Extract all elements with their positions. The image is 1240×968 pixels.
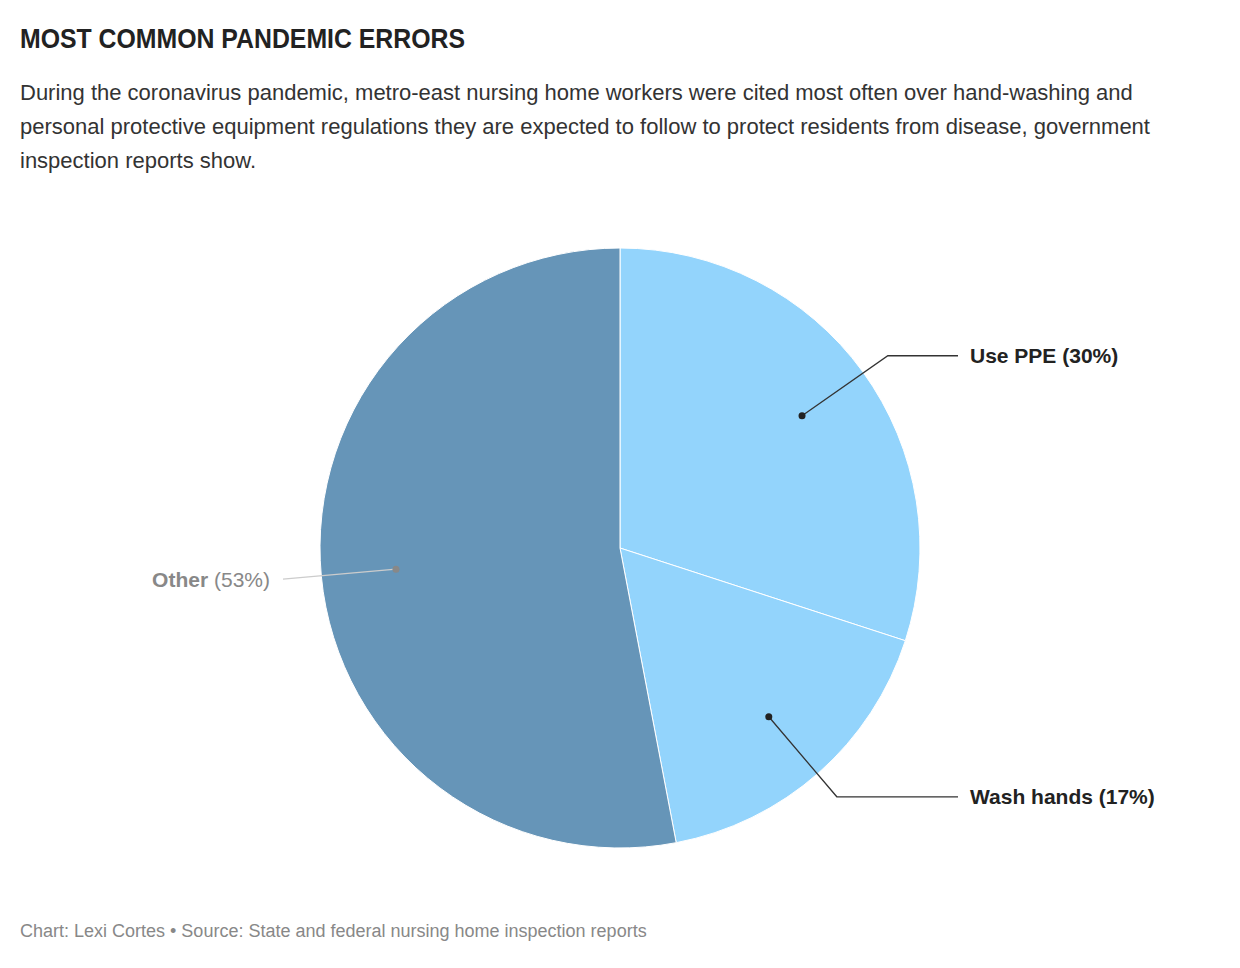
- category-label: Other: [152, 568, 208, 591]
- pie: [320, 248, 920, 848]
- subtitle-line: personal protective equipment regulation…: [20, 114, 1150, 139]
- category-label: Use PPE: [970, 344, 1056, 367]
- data-label: Use PPE (30%): [970, 344, 1118, 367]
- leader-line: [769, 717, 958, 797]
- value-label: (30%): [1062, 344, 1118, 367]
- subtitle-line: inspection reports show.: [20, 148, 256, 173]
- data-label: Wash hands (17%): [970, 785, 1155, 808]
- source: Chart: Lexi Cortes • Source: State and f…: [20, 921, 647, 941]
- slice: [320, 248, 676, 848]
- subtitle-line: During the coronavirus pandemic, metro-e…: [20, 80, 1133, 105]
- category-label: Wash hands: [970, 785, 1093, 808]
- leader-dot: [765, 713, 772, 720]
- subtitle: During the coronavirus pandemic, metro-e…: [20, 80, 1150, 173]
- title: MOST COMMON PANDEMIC ERRORS: [20, 23, 465, 54]
- data-label: Other (53%): [152, 568, 270, 591]
- leader-dot: [392, 566, 399, 573]
- leader-line: [802, 356, 958, 416]
- value-label: (17%): [1099, 785, 1155, 808]
- labels: Use PPE (30%) Wash hands (17%) Other (53%): [152, 344, 1155, 808]
- leader-line: [283, 569, 396, 579]
- leader-dot: [799, 412, 806, 419]
- value-label: (53%): [214, 568, 270, 591]
